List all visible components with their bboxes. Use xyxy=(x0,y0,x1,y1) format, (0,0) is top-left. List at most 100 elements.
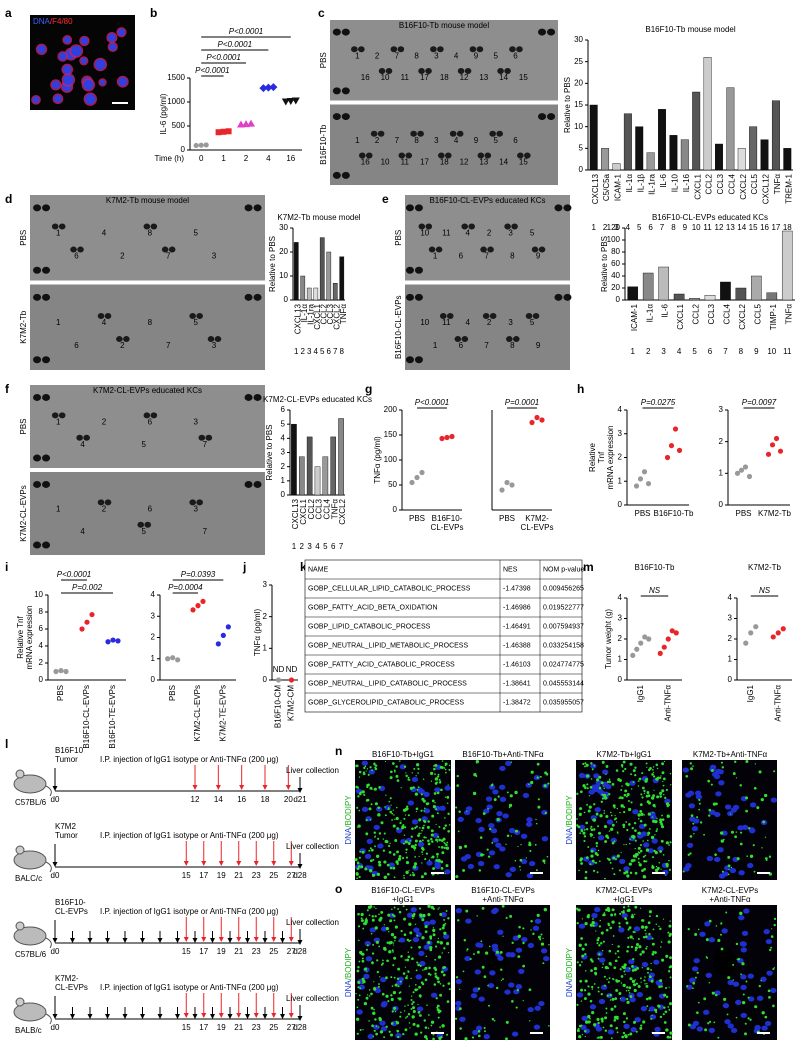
arrow-head xyxy=(271,1013,277,1018)
lipid-droplet xyxy=(374,835,377,837)
nucleus xyxy=(636,833,644,839)
lipid-droplet xyxy=(587,846,590,849)
day-label: 27 xyxy=(287,1023,296,1032)
x-tick-label: 16 xyxy=(286,154,295,163)
x-tick-label: B16F10- xyxy=(432,514,463,523)
lipid-droplet xyxy=(458,1007,462,1011)
stain-dna: DNA xyxy=(565,980,574,998)
bar xyxy=(735,287,747,301)
lipid-droplet xyxy=(424,858,427,861)
nucleus xyxy=(491,908,498,915)
lipid-droplet xyxy=(392,809,394,811)
lipid-droplet xyxy=(651,856,655,859)
lipid-droplet xyxy=(661,789,665,793)
y-tick-label: 3 xyxy=(151,611,156,620)
lipid-droplet xyxy=(378,945,381,948)
y-tick-label: 4 xyxy=(151,590,156,599)
nucleus xyxy=(465,806,473,812)
lipid-droplet xyxy=(405,848,408,851)
day-label: 27 xyxy=(287,871,296,880)
lipid-droplet xyxy=(420,846,424,850)
lipid-droplet xyxy=(393,1006,397,1010)
lipid-droplet xyxy=(652,769,654,771)
lipid-droplet xyxy=(371,873,376,877)
lipid-droplet xyxy=(403,1010,406,1012)
nucleus xyxy=(515,947,523,953)
nucleus xyxy=(703,1009,710,1015)
lipid-droplet xyxy=(580,862,583,865)
lipid-droplet xyxy=(414,839,418,843)
table-cell: GOBP_NEUTRAL_LIPID_METABOLIC_PROCESS xyxy=(308,642,468,649)
lipid-droplet xyxy=(666,804,669,808)
lipid-droplet xyxy=(436,1008,440,1012)
lipid-droplet xyxy=(356,1032,359,1035)
lipid-droplet xyxy=(631,964,634,968)
cytokine-spot xyxy=(487,246,494,253)
lipid-droplet xyxy=(608,949,612,953)
nucleus xyxy=(490,828,498,834)
lipid-droplet xyxy=(380,1032,382,1034)
nucleus xyxy=(693,958,700,964)
stain-bodipy: /BODIPY xyxy=(344,947,353,980)
nucleus xyxy=(683,866,690,872)
y-tick-label: 150 xyxy=(384,430,398,439)
arrow-head xyxy=(52,1014,58,1019)
lipid-droplet xyxy=(445,864,449,868)
nucleus xyxy=(717,847,724,853)
data-point xyxy=(657,650,663,656)
stain-dna: DNA xyxy=(344,980,353,998)
lipid-droplet xyxy=(358,770,362,774)
reference-spot xyxy=(33,266,42,274)
lipid-droplet xyxy=(439,912,443,916)
arrow-head xyxy=(52,862,58,867)
nucleus xyxy=(724,1019,731,1025)
nucleus xyxy=(578,772,586,779)
cytokine-spot xyxy=(430,46,437,53)
table-cell: 0.033254158 xyxy=(543,642,584,649)
lipid-droplet xyxy=(505,916,508,920)
lipid-droplet xyxy=(415,775,417,777)
lipid-droplet xyxy=(584,765,586,768)
lipid-droplet xyxy=(440,860,444,864)
lipid-droplet xyxy=(620,975,624,978)
lipid-droplet xyxy=(602,963,605,965)
lipid-droplet xyxy=(412,786,415,789)
lipid-droplet xyxy=(732,979,735,981)
lipid-droplet xyxy=(377,860,381,864)
lipid-droplet xyxy=(586,1020,590,1024)
nucleus xyxy=(691,825,699,832)
lipid-droplet xyxy=(629,995,633,999)
nucleus xyxy=(439,805,446,811)
spot-number: 10 xyxy=(420,318,429,327)
lipid-droplet xyxy=(597,957,600,960)
lipid-droplet xyxy=(629,871,633,875)
bar xyxy=(306,436,313,496)
lipid-droplet xyxy=(411,914,415,918)
cytokine-spot xyxy=(425,67,432,74)
lipid-droplet xyxy=(661,818,665,821)
table-cell: GOBP_FATTY_ACID_CATABOLIC_PROCESS xyxy=(308,661,455,668)
nucleus xyxy=(621,912,628,919)
nucleus xyxy=(457,816,464,822)
lipid-droplet xyxy=(545,773,549,776)
lipid-droplet xyxy=(409,839,412,842)
nucleus xyxy=(459,1016,466,1022)
spot-number: 6 xyxy=(148,504,153,513)
nucleus xyxy=(505,872,512,878)
lipid-droplet xyxy=(660,985,663,988)
nucleus xyxy=(705,972,712,978)
lipid-droplet xyxy=(371,961,374,963)
spot-number: 9 xyxy=(536,341,541,350)
y-tick-label: 10 xyxy=(34,590,43,599)
lipid-droplet xyxy=(628,862,632,866)
lipid-droplet xyxy=(364,867,368,871)
reference-spot xyxy=(33,454,42,462)
lipid-droplet xyxy=(399,760,401,762)
lipid-droplet xyxy=(419,964,422,967)
nucleus xyxy=(704,921,711,927)
table-cell: 0.019522777 xyxy=(543,604,584,611)
lipid-droplet xyxy=(456,774,459,778)
lipid-droplet xyxy=(488,945,491,948)
lipid-droplet xyxy=(632,930,635,934)
y-tick-label: 2 xyxy=(719,437,724,446)
